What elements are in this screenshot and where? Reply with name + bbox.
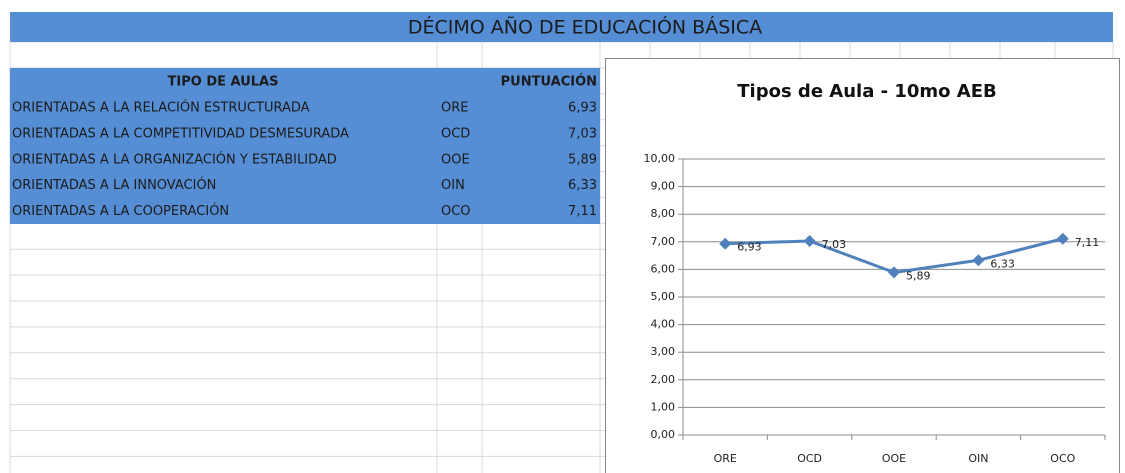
row-label: ORIENTADAS A LA INNOVACIÓN <box>12 177 216 193</box>
x-tick-label: ORE <box>714 452 737 465</box>
y-tick-label: 3,00 <box>651 345 676 358</box>
value-label: 5,89 <box>906 269 931 282</box>
y-tick-label: 5,00 <box>651 290 676 303</box>
table-bg <box>10 68 600 224</box>
row-code: ORE <box>441 101 468 116</box>
y-tick-label: 8,00 <box>651 207 676 220</box>
title-bar <box>10 12 1113 42</box>
y-tick-label: 10,00 <box>644 152 676 165</box>
row-score: 7,03 <box>568 126 597 141</box>
y-tick-label: 0,00 <box>651 428 676 441</box>
row-score: 6,33 <box>568 178 597 193</box>
marker <box>719 237 732 250</box>
x-tick-label: OIN <box>968 452 988 465</box>
sheet-title: DÉCIMO AÑO DE EDUCACIÓN BÁSICA <box>408 15 762 39</box>
row-code: OCO <box>441 204 471 219</box>
row-code: OIN <box>441 178 465 193</box>
column-header: TIPO DE AULAS <box>168 75 279 90</box>
chart-title: Tipos de Aula - 10mo AEB <box>737 81 997 102</box>
y-tick-label: 2,00 <box>651 373 676 386</box>
y-tick-label: 6,00 <box>651 262 676 275</box>
row-score: 6,93 <box>568 101 597 116</box>
row-score: 7,11 <box>568 204 597 219</box>
y-tick-label: 1,00 <box>651 400 676 413</box>
y-tick-label: 4,00 <box>651 318 676 331</box>
row-score: 5,89 <box>568 152 597 167</box>
marker <box>972 254 985 267</box>
y-tick-label: 9,00 <box>651 180 676 193</box>
row-label: ORIENTADAS A LA RELACIÓN ESTRUCTURADA <box>12 100 310 116</box>
value-label: 6,33 <box>990 257 1015 270</box>
marker <box>1056 232 1069 245</box>
value-label: 6,93 <box>737 241 762 254</box>
x-tick-label: OCD <box>797 452 822 465</box>
x-tick-label: OOE <box>882 452 906 465</box>
row-label: ORIENTADAS A LA ORGANIZACIÓN Y ESTABILID… <box>12 151 337 167</box>
column-header: PUNTUACIÓN <box>501 74 597 90</box>
y-tick-label: 7,00 <box>651 235 676 248</box>
value-label: 7,03 <box>822 238 847 251</box>
value-label: 7,11 <box>1075 236 1100 249</box>
row-label: ORIENTADAS A LA COMPETITIVIDAD DESMESURA… <box>12 126 349 141</box>
row-code: OCD <box>441 126 470 141</box>
x-tick-label: OCO <box>1050 452 1075 465</box>
marker <box>803 234 816 247</box>
row-label: ORIENTADAS A LA COOPERACIÓN <box>12 203 229 219</box>
row-code: OOE <box>441 152 470 167</box>
chart-frame <box>605 58 1120 473</box>
marker <box>888 266 900 279</box>
